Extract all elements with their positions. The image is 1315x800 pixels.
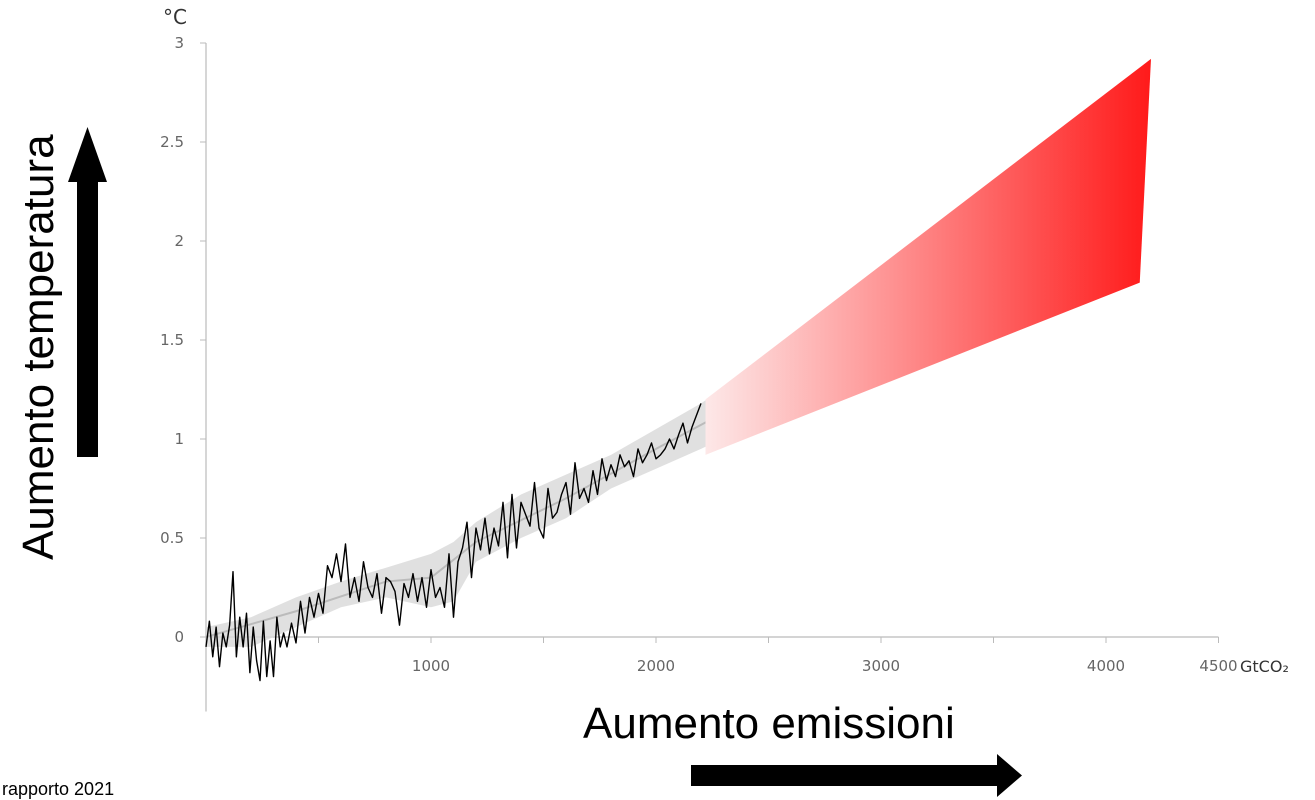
y-tick-label: 1 [174, 430, 184, 448]
y-tick-label: 0 [174, 628, 184, 646]
y-tick-label: 1.5 [160, 331, 184, 349]
observed-temperature-line [205, 403, 702, 682]
x-tick-label: 3000 [862, 657, 900, 675]
series-layer [205, 58, 1151, 682]
x-axis-ticks: 1000 2000 3000 4000 4500 [318, 637, 1238, 675]
y-tick-label: 2 [174, 232, 184, 250]
y-tick-label: 3 [174, 34, 184, 52]
y-axis-annotation: Aumento temperatura [14, 134, 63, 560]
y-tick-label: 2.5 [160, 133, 184, 151]
y-tick-label: 0.5 [160, 529, 184, 547]
x-tick-label: 2000 [637, 657, 675, 675]
up-arrow-icon [68, 127, 107, 457]
right-arrow-icon [691, 754, 1022, 797]
projection-wedge [705, 58, 1151, 455]
source-note: rapporto 2021 [2, 779, 114, 799]
x-axis-annotation: Aumento emissioni [583, 699, 955, 748]
y-unit-label: °C [163, 5, 187, 29]
x-tick-label: 4000 [1087, 657, 1125, 675]
x-tick-label: 1000 [412, 657, 450, 675]
y-axis-ticks: 0 0.5 1 1.5 2 2.5 3 [160, 34, 206, 646]
x-tick-label: 4500 [1199, 657, 1237, 675]
x-unit-label: GtCO₂ [1240, 657, 1289, 676]
uncertainty-band [206, 383, 731, 647]
axes [205, 43, 1219, 712]
